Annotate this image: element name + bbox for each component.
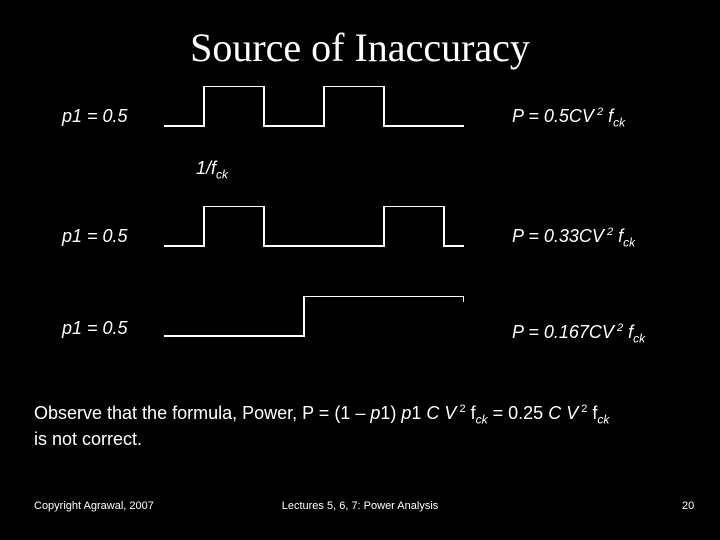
row2-right-label: P = 0.33CV 2 fck	[512, 226, 635, 250]
row3-right-label: P = 0.167CV 2 fck	[512, 322, 645, 346]
row1-waveform	[164, 86, 464, 132]
row3-waveform	[164, 296, 464, 342]
row2-waveform	[164, 206, 464, 252]
row2-left-label: p1 = 0.5	[62, 226, 128, 247]
footer-page-number: 20	[682, 500, 694, 512]
observation-text: Observe that the formula, Power, P = (1 …	[34, 402, 609, 450]
slide-title: Source of Inaccuracy	[0, 24, 720, 71]
row1-left-label: p1 = 0.5	[62, 106, 128, 127]
row1-right-label: P = 0.5CV 2 fck	[512, 106, 625, 130]
period-label: 1/fck	[196, 158, 228, 182]
row3-left-label: p1 = 0.5	[62, 318, 128, 339]
footer-lecture: Lectures 5, 6, 7: Power Analysis	[0, 500, 720, 512]
